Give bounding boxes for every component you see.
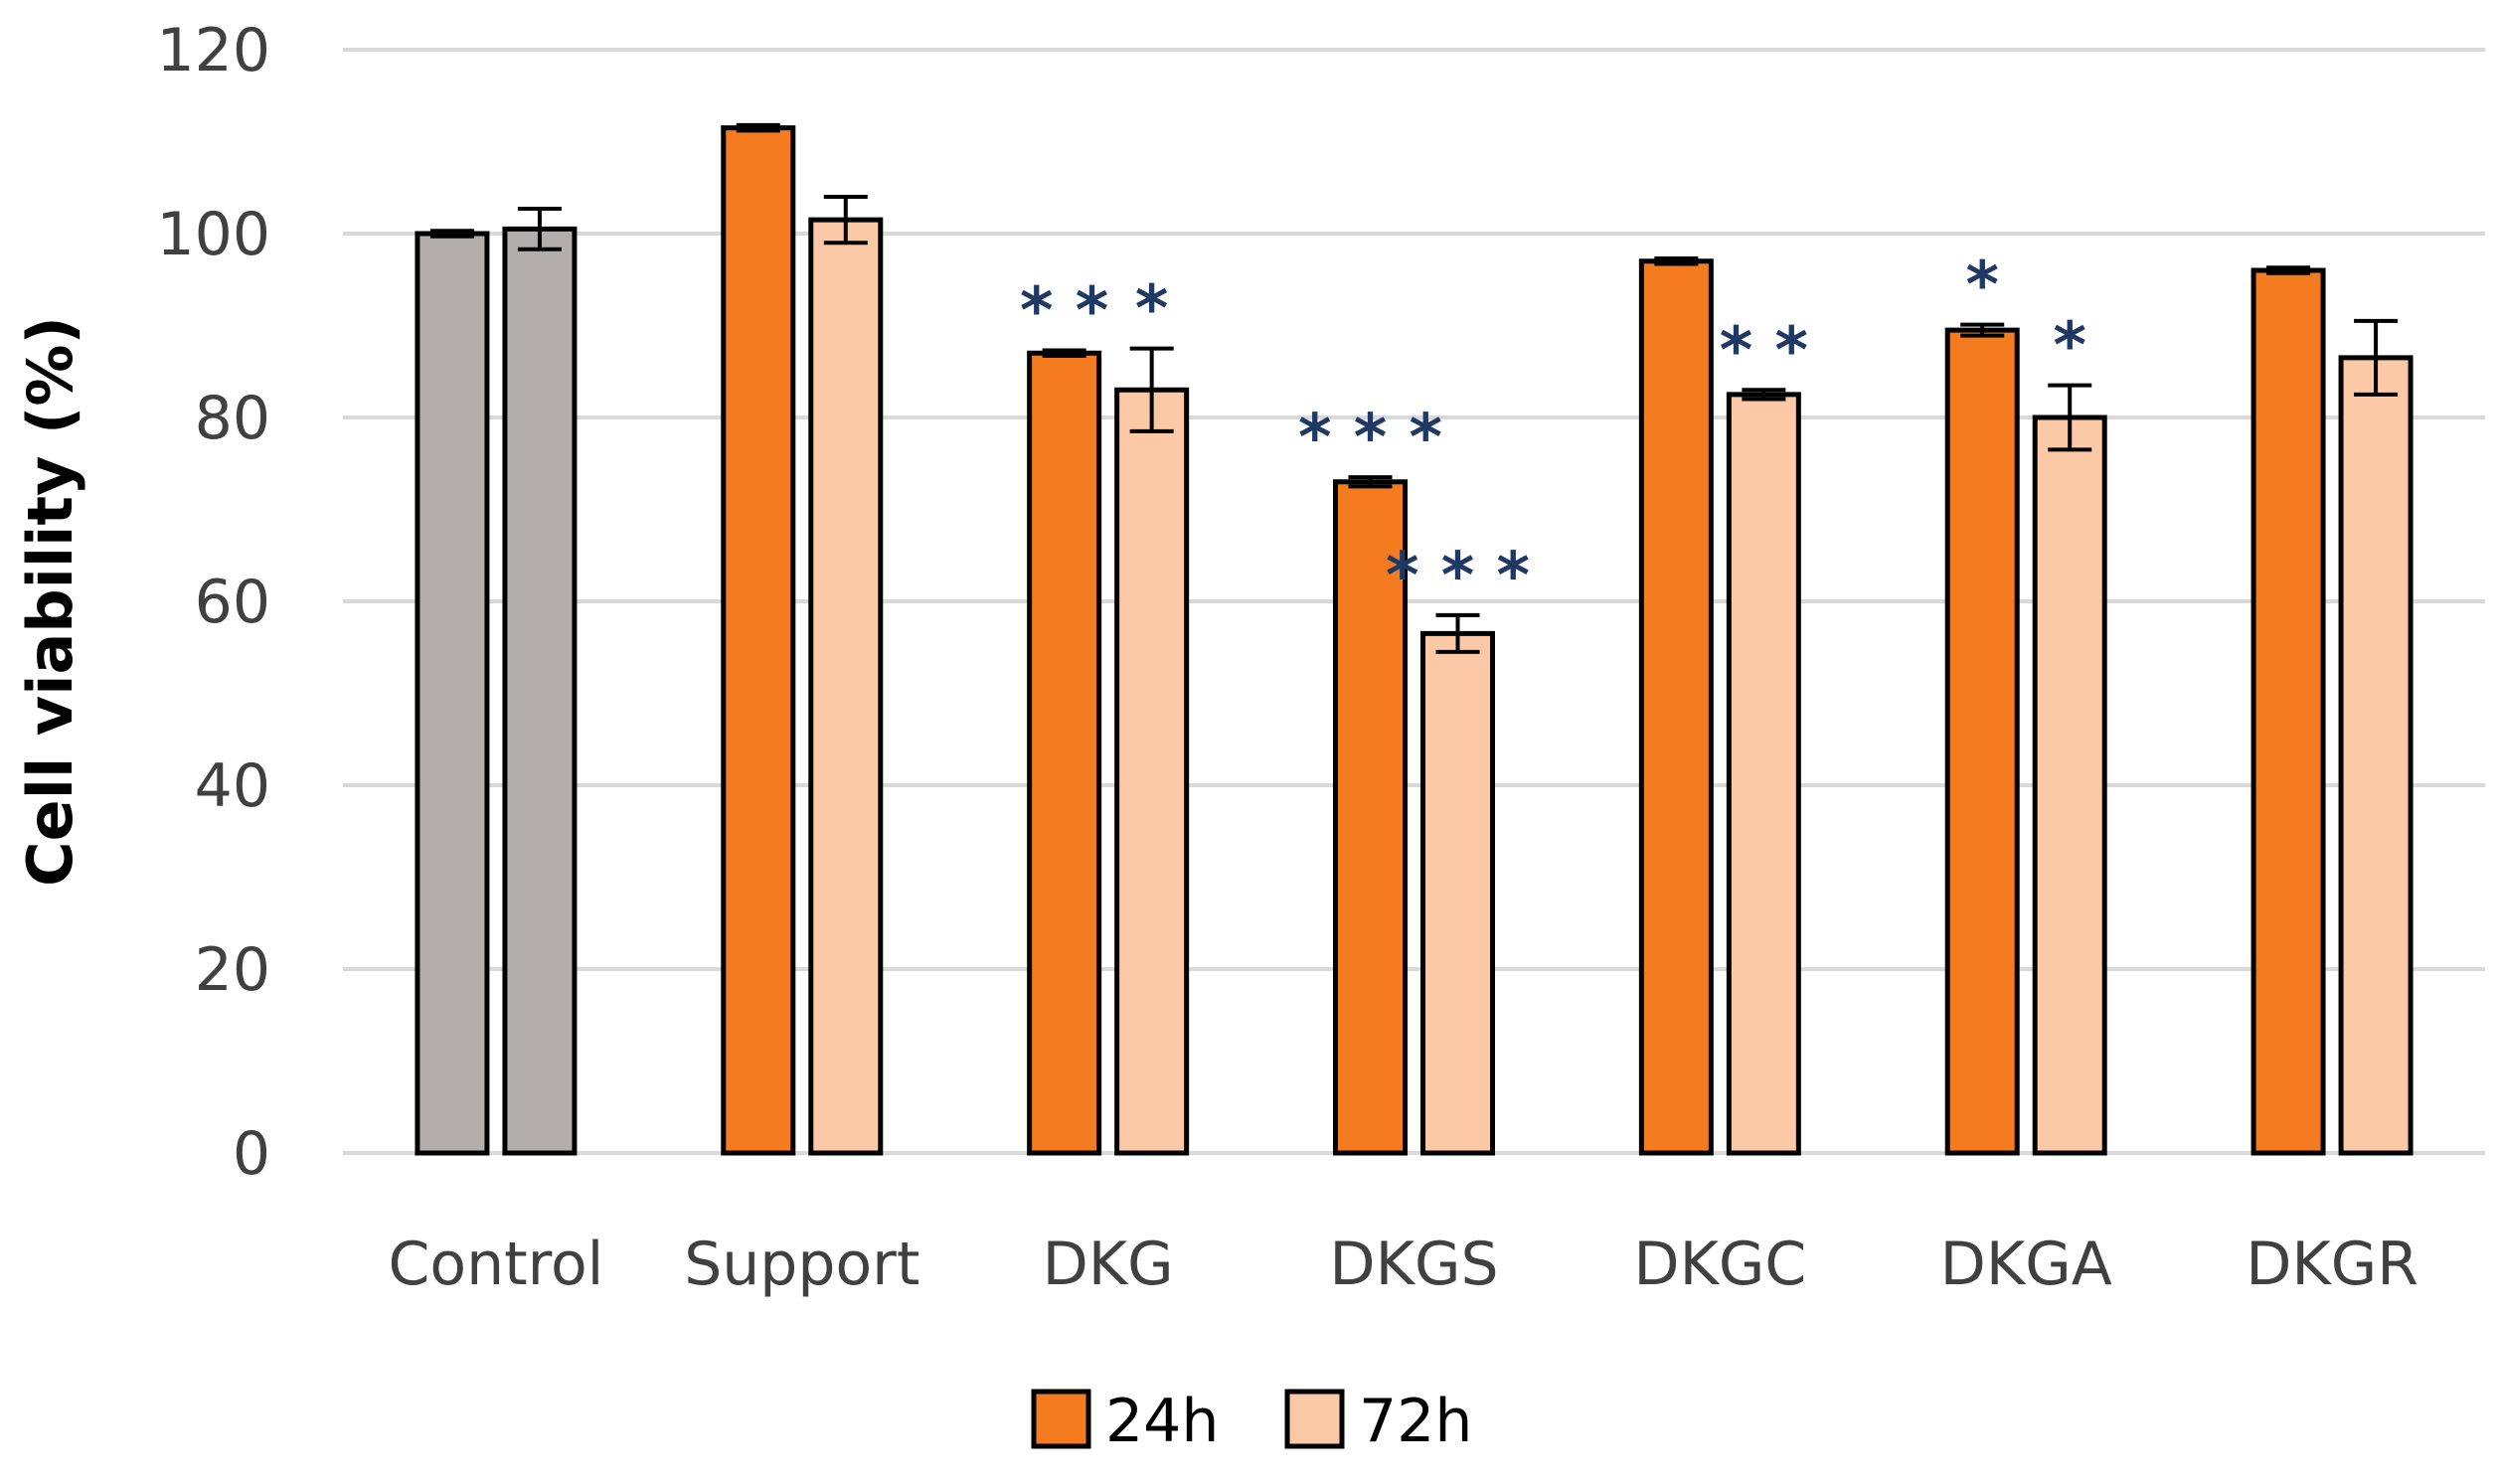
bar-72h-dkg (1114, 387, 1190, 1156)
x-tick-label-dkgc: DKGC (1633, 1230, 1806, 1299)
y-tick-label: 80 (195, 384, 270, 453)
legend-swatch-72h (1284, 1389, 1345, 1449)
y-tick-label: 20 (195, 935, 270, 1005)
bars-layer (415, 125, 2414, 1156)
bar-24h-support (721, 125, 796, 1156)
x-tick-label-support: Support (684, 1230, 919, 1299)
y-axis-label: Cell viability (%) (14, 316, 86, 887)
bar-72h-dkgs (1420, 630, 1495, 1156)
significance-72h-dkga: * (2053, 310, 2085, 384)
x-tick-label-control: Control (388, 1230, 603, 1299)
legend: 24h 72h (1031, 1387, 1472, 1456)
x-tick-label-dkga: DKGA (1940, 1230, 2112, 1299)
bar-72h-dkga (2032, 414, 2107, 1156)
bar-72h-control (502, 226, 578, 1156)
bar-72h-dkgr (2338, 355, 2414, 1156)
bar-72h-dkgc (1726, 392, 1801, 1156)
x-tick-label-dkgs: DKGS (1329, 1230, 1498, 1299)
bar-72h-support (808, 217, 884, 1156)
significance-72h-dkgs: * * * (1386, 540, 1530, 613)
y-tick-label: 40 (195, 751, 270, 821)
y-axis-ticks: 0 20 40 60 80 100 120 (156, 16, 270, 1189)
y-tick-label: 0 (233, 1119, 270, 1189)
legend-label-24h: 24h (1105, 1387, 1219, 1456)
grid-layer (343, 48, 2485, 1155)
significance-24h-dkgs: * * * (1298, 402, 1442, 475)
y-tick-label: 100 (156, 200, 270, 269)
x-tick-label-dkg: DKG (1043, 1230, 1174, 1299)
bar-24h-dkgr (2250, 267, 2326, 1156)
x-tick-label-dkgr: DKGR (2246, 1230, 2418, 1299)
significance-24h-dkg: * * (1020, 274, 1108, 348)
bar-24h-dkg (1027, 350, 1102, 1156)
bar-24h-control (415, 231, 490, 1156)
significance-24h-dkga: * (1965, 249, 1998, 323)
y-tick-label: 120 (156, 16, 270, 85)
bar-24h-dkgs (1333, 479, 1408, 1156)
significance-72h-dkg: * (1135, 273, 1168, 347)
legend-swatch-24h (1031, 1389, 1091, 1449)
bar-24h-dkga (1944, 327, 2020, 1156)
significance-72h-dkgc: * * (1720, 314, 1808, 388)
x-axis-categories: Control Support DKG DKGS DKGC DKGA DKGR (388, 1230, 2417, 1299)
bar-24h-dkgc (1638, 258, 1714, 1156)
y-tick-label: 60 (195, 568, 270, 637)
error-bars-layer (429, 122, 2399, 654)
significance-layer: * * * * * * * * * * * * * (1020, 249, 2086, 613)
legend-label-72h: 72h (1359, 1387, 1472, 1456)
